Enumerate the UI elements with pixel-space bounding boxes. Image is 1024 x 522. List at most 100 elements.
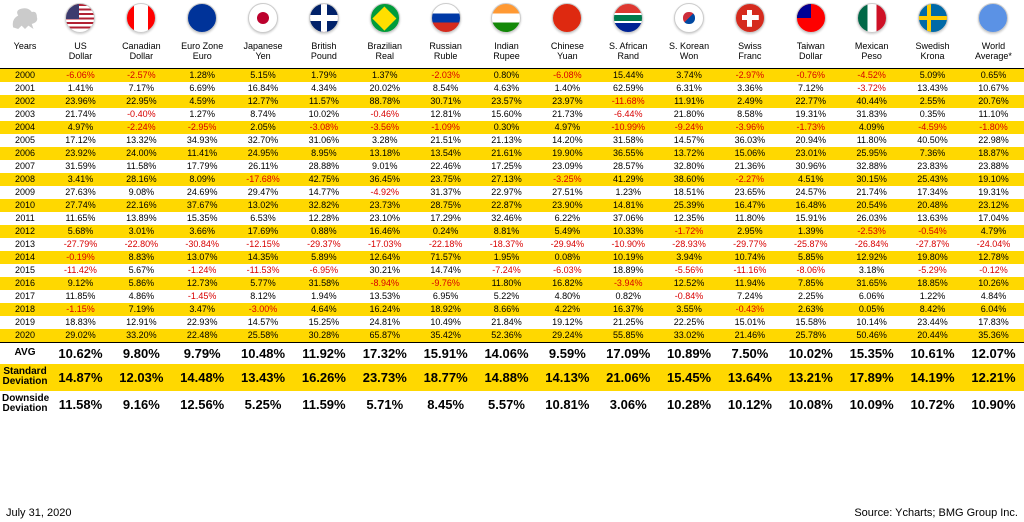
value-cell: 23.73% — [354, 199, 415, 212]
summary-value: 5.25% — [233, 391, 294, 418]
value-cell: 5.15% — [233, 68, 294, 82]
summary-value: 10.81% — [537, 391, 598, 418]
flag-cell-jpy — [233, 0, 294, 38]
tw-flag-icon — [796, 3, 826, 33]
value-cell: 3.41% — [50, 173, 111, 186]
value-cell: 17.12% — [50, 134, 111, 147]
summary-value: 21.06% — [598, 364, 659, 391]
value-cell: -26.84% — [841, 238, 902, 251]
summary-value: 14.19% — [902, 364, 963, 391]
data-row-2018: 2018-1.15%7.19%3.47%-3.00%4.64%16.24%18.… — [0, 303, 1024, 316]
summary-value: 10.72% — [902, 391, 963, 418]
value-cell: 31.59% — [50, 160, 111, 173]
value-cell: 17.25% — [476, 160, 537, 173]
value-cell: -1.09% — [415, 121, 476, 134]
cn-flag-icon — [552, 3, 582, 33]
value-cell: 8.95% — [293, 147, 354, 160]
value-cell: 0.08% — [537, 251, 598, 264]
column-header-sek: SwedishKrona — [902, 38, 963, 68]
flag-cell-krw — [659, 0, 720, 38]
flag-cell-eur — [172, 0, 233, 38]
column-header-inr: IndianRupee — [476, 38, 537, 68]
value-cell: -17.68% — [233, 173, 294, 186]
value-cell: -0.76% — [780, 68, 841, 82]
value-cell: 32.46% — [476, 212, 537, 225]
value-cell: 29.02% — [50, 329, 111, 343]
value-cell: 4.79% — [963, 225, 1024, 238]
value-cell: 4.59% — [172, 95, 233, 108]
value-cell: 31.65% — [841, 277, 902, 290]
year-cell: 2011 — [0, 212, 50, 225]
value-cell: 5.22% — [476, 290, 537, 303]
summary-value: 14.88% — [476, 364, 537, 391]
value-cell: 23.12% — [963, 199, 1024, 212]
value-cell: 0.65% — [963, 68, 1024, 82]
value-cell: -2.27% — [720, 173, 781, 186]
flag-cell-world — [963, 0, 1024, 38]
column-header-mxn: MexicanPeso — [841, 38, 902, 68]
summary-value: 10.61% — [902, 342, 963, 364]
value-cell: 5.89% — [293, 251, 354, 264]
value-cell: 1.22% — [902, 290, 963, 303]
value-cell: 10.26% — [963, 277, 1024, 290]
value-cell: 16.48% — [780, 199, 841, 212]
value-cell: 0.05% — [841, 303, 902, 316]
value-cell: 18.83% — [50, 316, 111, 329]
value-cell: -4.59% — [902, 121, 963, 134]
summary-value: 3.06% — [598, 391, 659, 418]
value-cell: 18.92% — [415, 303, 476, 316]
value-cell: 8.42% — [902, 303, 963, 316]
value-cell: 4.34% — [293, 82, 354, 95]
summary-value: 10.09% — [841, 391, 902, 418]
value-cell: 28.16% — [111, 173, 172, 186]
value-cell: 11.85% — [50, 290, 111, 303]
value-cell: -3.72% — [841, 82, 902, 95]
value-cell: -2.97% — [720, 68, 781, 82]
data-row-2013: 2013-27.79%-22.80%-30.84%-12.15%-29.37%-… — [0, 238, 1024, 251]
summary-value: 11.92% — [293, 342, 354, 364]
value-cell: 24.57% — [780, 186, 841, 199]
value-cell: -1.72% — [659, 225, 720, 238]
value-cell: 20.94% — [780, 134, 841, 147]
summary-value: 14.48% — [172, 364, 233, 391]
value-cell: -0.40% — [111, 108, 172, 121]
summary-value: 17.89% — [841, 364, 902, 391]
value-cell: 20.48% — [902, 199, 963, 212]
value-cell: 4.51% — [780, 173, 841, 186]
value-cell: 21.73% — [537, 108, 598, 121]
value-cell: 34.93% — [172, 134, 233, 147]
flag-cell-sek — [902, 0, 963, 38]
value-cell: 31.83% — [841, 108, 902, 121]
flag-cell-brl — [354, 0, 415, 38]
value-cell: 27.51% — [537, 186, 598, 199]
value-cell: -3.96% — [720, 121, 781, 134]
value-cell: 62.59% — [598, 82, 659, 95]
value-cell: 3.28% — [354, 134, 415, 147]
value-cell: 20.44% — [902, 329, 963, 343]
eu-flag-icon — [187, 3, 217, 33]
value-cell: 10.19% — [598, 251, 659, 264]
data-row-2016: 20169.12%5.86%12.73%5.77%31.58%-8.94%-9.… — [0, 277, 1024, 290]
value-cell: -22.18% — [415, 238, 476, 251]
value-cell: 2.95% — [720, 225, 781, 238]
value-cell: 36.45% — [354, 173, 415, 186]
value-cell: -1.73% — [780, 121, 841, 134]
value-cell: -6.08% — [537, 68, 598, 82]
value-cell: 11.58% — [111, 160, 172, 173]
value-cell: 35.42% — [415, 329, 476, 343]
value-cell: 19.90% — [537, 147, 598, 160]
value-cell: -27.87% — [902, 238, 963, 251]
value-cell: 13.53% — [354, 290, 415, 303]
us-flag-icon — [65, 3, 95, 33]
summary-value: 17.09% — [598, 342, 659, 364]
value-cell: -3.25% — [537, 173, 598, 186]
value-cell: 28.88% — [293, 160, 354, 173]
data-row-2010: 201027.74%22.16%37.67%13.02%32.82%23.73%… — [0, 199, 1024, 212]
value-cell: -8.06% — [780, 264, 841, 277]
value-cell: 10.02% — [293, 108, 354, 121]
summary-value: 15.45% — [659, 364, 720, 391]
value-cell: 23.09% — [537, 160, 598, 173]
value-cell: -2.53% — [841, 225, 902, 238]
value-cell: 17.29% — [415, 212, 476, 225]
data-row-2011: 201111.65%13.89%15.35%6.53%12.28%23.10%1… — [0, 212, 1024, 225]
